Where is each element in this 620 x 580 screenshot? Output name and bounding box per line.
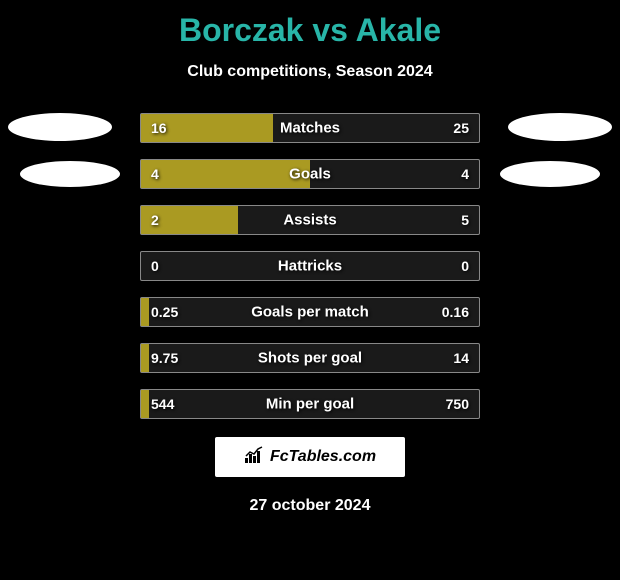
stat-bars: 16 Matches 25 4 Goals 4 2 Assists 5 0 Hattricks 0 0.… (140, 113, 480, 419)
stat-row: 16 Matches 25 (140, 113, 480, 143)
stat-row: 0 Hattricks 0 (140, 251, 480, 281)
stat-label: Assists (283, 212, 336, 229)
stat-value-left: 0.25 (151, 304, 178, 320)
stat-row: 0.25 Goals per match 0.16 (140, 297, 480, 327)
stat-value-right: 25 (453, 120, 469, 136)
comparison-subtitle: Club competitions, Season 2024 (0, 63, 620, 81)
player-left-ellipse-1 (8, 113, 112, 141)
stat-label: Min per goal (266, 396, 354, 413)
stat-label: Matches (280, 120, 340, 137)
brand-chart-icon (244, 446, 264, 469)
stat-value-left: 2 (151, 212, 159, 228)
stat-bar-left (141, 160, 310, 188)
stat-label: Shots per goal (258, 350, 362, 367)
stat-value-left: 544 (151, 396, 174, 412)
stat-row: 4 Goals 4 (140, 159, 480, 189)
stat-label: Goals per match (251, 304, 369, 321)
stat-row: 2 Assists 5 (140, 205, 480, 235)
comparison-date: 27 october 2024 (0, 497, 620, 515)
stat-bar-left (141, 298, 149, 326)
brand-box: FcTables.com (215, 437, 405, 477)
player-left-ellipse-2 (20, 161, 120, 187)
stat-bar-left (141, 344, 149, 372)
stat-label: Hattricks (278, 258, 342, 275)
stat-row: 9.75 Shots per goal 14 (140, 343, 480, 373)
stat-value-right: 14 (453, 350, 469, 366)
stat-row: 544 Min per goal 750 (140, 389, 480, 419)
stat-value-right: 4 (461, 166, 469, 182)
comparison-content: 16 Matches 25 4 Goals 4 2 Assists 5 0 Hattricks 0 0.… (0, 113, 620, 419)
stat-value-left: 4 (151, 166, 159, 182)
stat-bar-left (141, 390, 149, 418)
brand-text: FcTables.com (270, 448, 376, 466)
stat-value-left: 16 (151, 120, 167, 136)
stat-value-left: 0 (151, 258, 159, 274)
comparison-title: Borczak vs Akale (0, 0, 620, 49)
stat-value-right: 5 (461, 212, 469, 228)
stat-value-right: 0 (461, 258, 469, 274)
stat-value-right: 750 (446, 396, 469, 412)
stat-value-left: 9.75 (151, 350, 178, 366)
player-right-ellipse-1 (508, 113, 612, 141)
stat-label: Goals (289, 166, 331, 183)
stat-value-right: 0.16 (442, 304, 469, 320)
player-right-ellipse-2 (500, 161, 600, 187)
